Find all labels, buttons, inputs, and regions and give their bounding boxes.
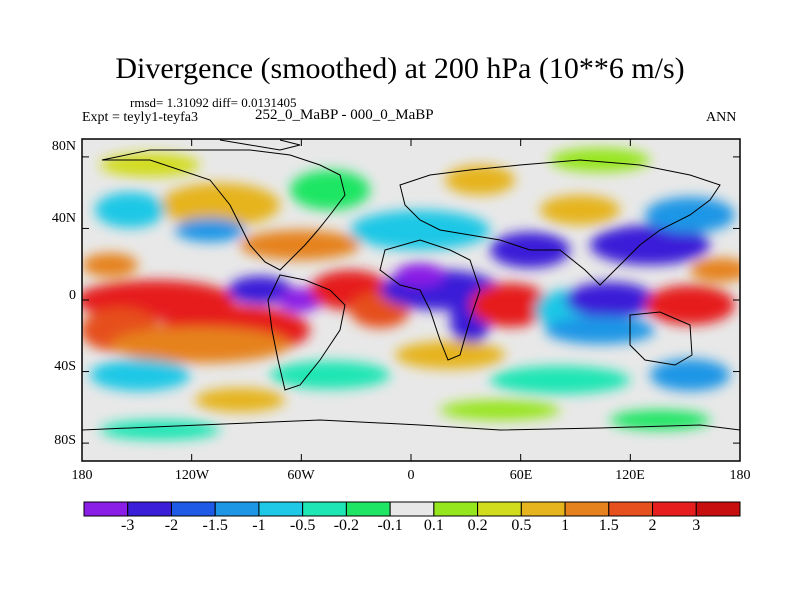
colorbar-swatch [83, 501, 129, 517]
x-tick-label: 120E [615, 468, 645, 483]
y-tick-label: 0 [69, 288, 76, 303]
colorbar-label: 1.5 [598, 517, 619, 534]
axis-ticks [81, 139, 741, 461]
season-label: ANN [706, 110, 737, 125]
case-difference-label: 252_0_MaBP - 000_0_MaBP [255, 107, 434, 123]
colorbar-swatch [564, 501, 610, 517]
colorbar-swatch [477, 501, 522, 517]
colorbar-swatch [127, 501, 172, 517]
colorbar-label: 1 [561, 517, 570, 534]
colorbar-swatch [302, 501, 347, 517]
colorbar-label: 0.2 [467, 517, 488, 534]
colorbar-label: 2 [648, 517, 657, 534]
colorbar-swatch [695, 501, 741, 517]
colorbar-label: -0.5 [289, 517, 316, 534]
colorbar-swatch [608, 501, 654, 517]
colorbar [83, 501, 741, 517]
colorbar-label: 0.5 [511, 517, 532, 534]
x-tick-label: 120W [174, 468, 210, 483]
colorbar-label: 0.1 [423, 517, 444, 534]
x-tick-label: 0 [407, 468, 415, 483]
colorbar-label: -0.2 [333, 517, 360, 534]
colorbar-swatch [345, 501, 391, 517]
chart-title: Divergence (smoothed) at 200 hPa (10**6 … [115, 52, 685, 85]
y-tick-label: 40N [51, 211, 76, 226]
colorbar-label: 3 [692, 517, 701, 534]
continent-outlines [82, 139, 740, 431]
y-tick-label: 40S [54, 359, 76, 374]
colorbar-label: -0.1 [377, 517, 403, 534]
x-tick-label: 180 [71, 468, 93, 483]
x-tick-label: 180 [729, 468, 751, 483]
x-tick-label: 60W [287, 468, 315, 483]
x-tick-label: 60E [509, 468, 533, 483]
y-tick-label: 80S [54, 433, 76, 448]
divergence-field [82, 139, 740, 461]
stats-text: rmsd= 1.31092 diff= 0.0131405 [130, 95, 297, 110]
colorbar-swatch [389, 501, 435, 517]
colorbar-label: -3 [121, 517, 135, 534]
y-tick-label: 80N [51, 139, 76, 154]
colorbar-swatch [170, 501, 216, 517]
colorbar-label: -2 [164, 517, 179, 534]
colorbar-swatch [214, 501, 260, 517]
colorbar-swatch [258, 501, 304, 517]
colorbar-swatch [652, 501, 697, 517]
colorbar-label: -1 [252, 517, 266, 534]
colorbar-swatch [433, 501, 479, 517]
experiment-label: Expt = teyly1-teyfa3 [82, 110, 198, 125]
colorbar-label: -1.5 [202, 517, 228, 534]
colorbar-swatch [520, 501, 566, 517]
